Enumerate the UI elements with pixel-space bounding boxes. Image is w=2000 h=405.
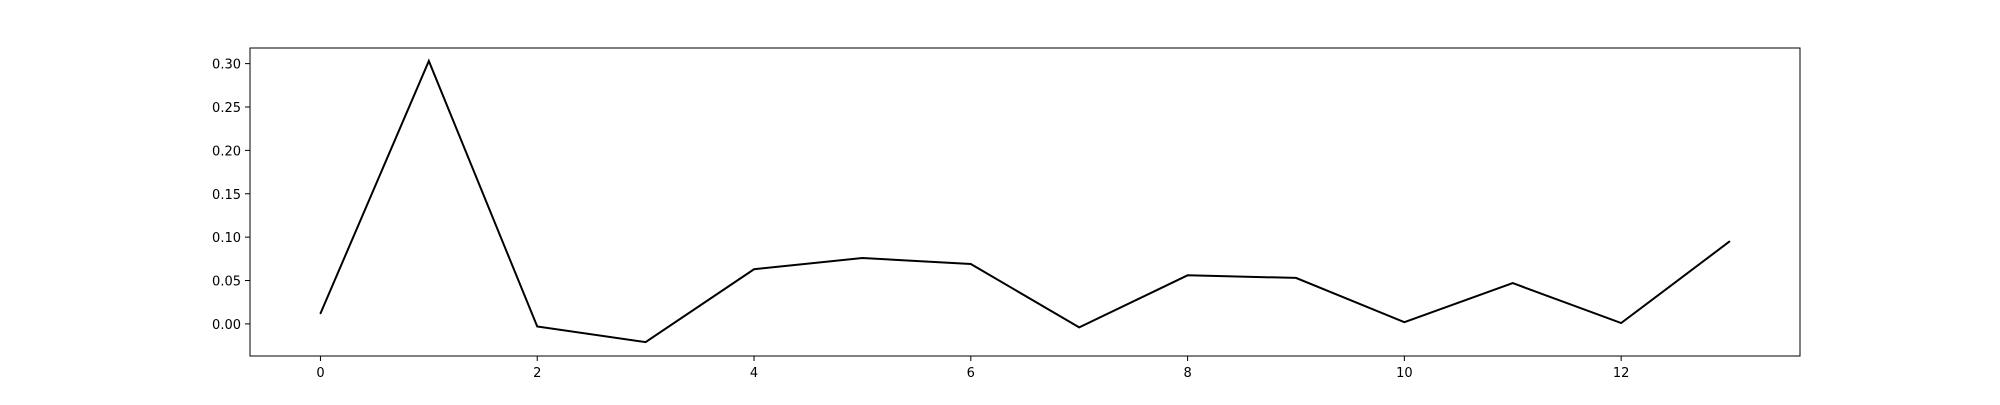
series-layer [319,58,1731,344]
y-tick-label: 0.15 [212,188,241,203]
data-point [644,341,647,343]
x-tick-label: 12 [1613,366,1630,381]
data-point [1403,321,1406,323]
x-axis: 0 2 4 6 8 10 12 [316,356,1629,381]
data-point [428,60,430,62]
y-tick-label: 0.30 [212,58,241,73]
y-tick-label: 0.25 [212,101,241,116]
data-point [1186,274,1189,277]
y-tick-label: 0.10 [212,231,241,246]
y-tick-label: 0.20 [212,144,241,159]
x-tick-label: 6 [967,366,975,381]
data-point [1511,282,1514,284]
y-tick-label: 0.05 [212,275,241,290]
data-point [319,312,322,315]
x-tick-label: 0 [316,366,324,381]
x-tick-label: 4 [750,366,758,381]
data-point [1728,240,1731,243]
x-tick-label: 10 [1396,366,1413,381]
x-tick-label: 8 [1183,366,1191,381]
data-point [861,257,864,259]
data-point [753,268,755,271]
x-tick-label: 2 [533,366,541,381]
data-point [970,263,972,265]
plot-frame [249,47,1801,357]
data-point [1620,322,1622,324]
data-point [536,325,539,328]
series-line [319,58,1731,344]
data-point [1295,277,1297,279]
y-tick-label: 0.00 [212,318,241,333]
data-point [1078,326,1080,329]
y-axis: 0.00 0.05 0.10 0.15 0.20 0.25 0.30 [212,58,250,333]
